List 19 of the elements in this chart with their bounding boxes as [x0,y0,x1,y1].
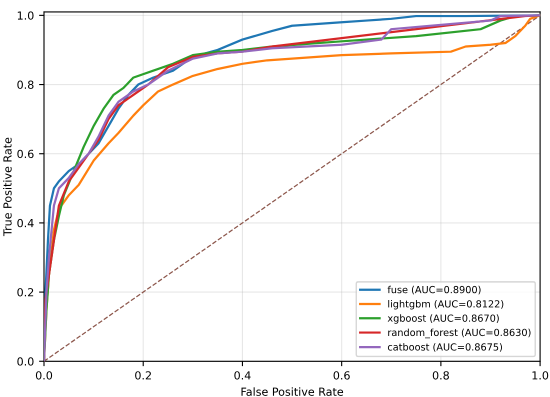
x-tick-label: 0.2 [135,371,151,380]
y-tick-label: 0.6 [17,150,34,158]
legend-label: xgboost (AUC=0.8670) [388,314,499,324]
y-axis-title: True Positive Rate [3,138,12,236]
y-tick-label: 0.2 [17,288,34,296]
x-tick-label: 1.0 [532,371,548,380]
x-axis-title: False Positive Rate [242,387,344,396]
legend-label: random_forest (AUC=0.8630) [388,328,531,338]
y-tick-label: 0.8 [17,80,34,89]
y-tick-label: 0.4 [17,218,34,228]
x-tick-label: 0.6 [334,371,350,380]
legend-label: lightgbm (AUC=0.8122) [388,300,504,310]
y-tick-label: 1.0 [18,11,34,20]
legend-label: fuse (AUC=0.8900) [388,286,481,294]
y-tick-label: 0.0 [17,357,34,366]
x-tick-label: 0.8 [432,371,449,380]
legend-label: catboost (AUC=0.8675) [388,343,502,352]
x-tick-label: 0.0 [36,371,52,380]
x-tick-label: 0.4 [234,371,251,380]
